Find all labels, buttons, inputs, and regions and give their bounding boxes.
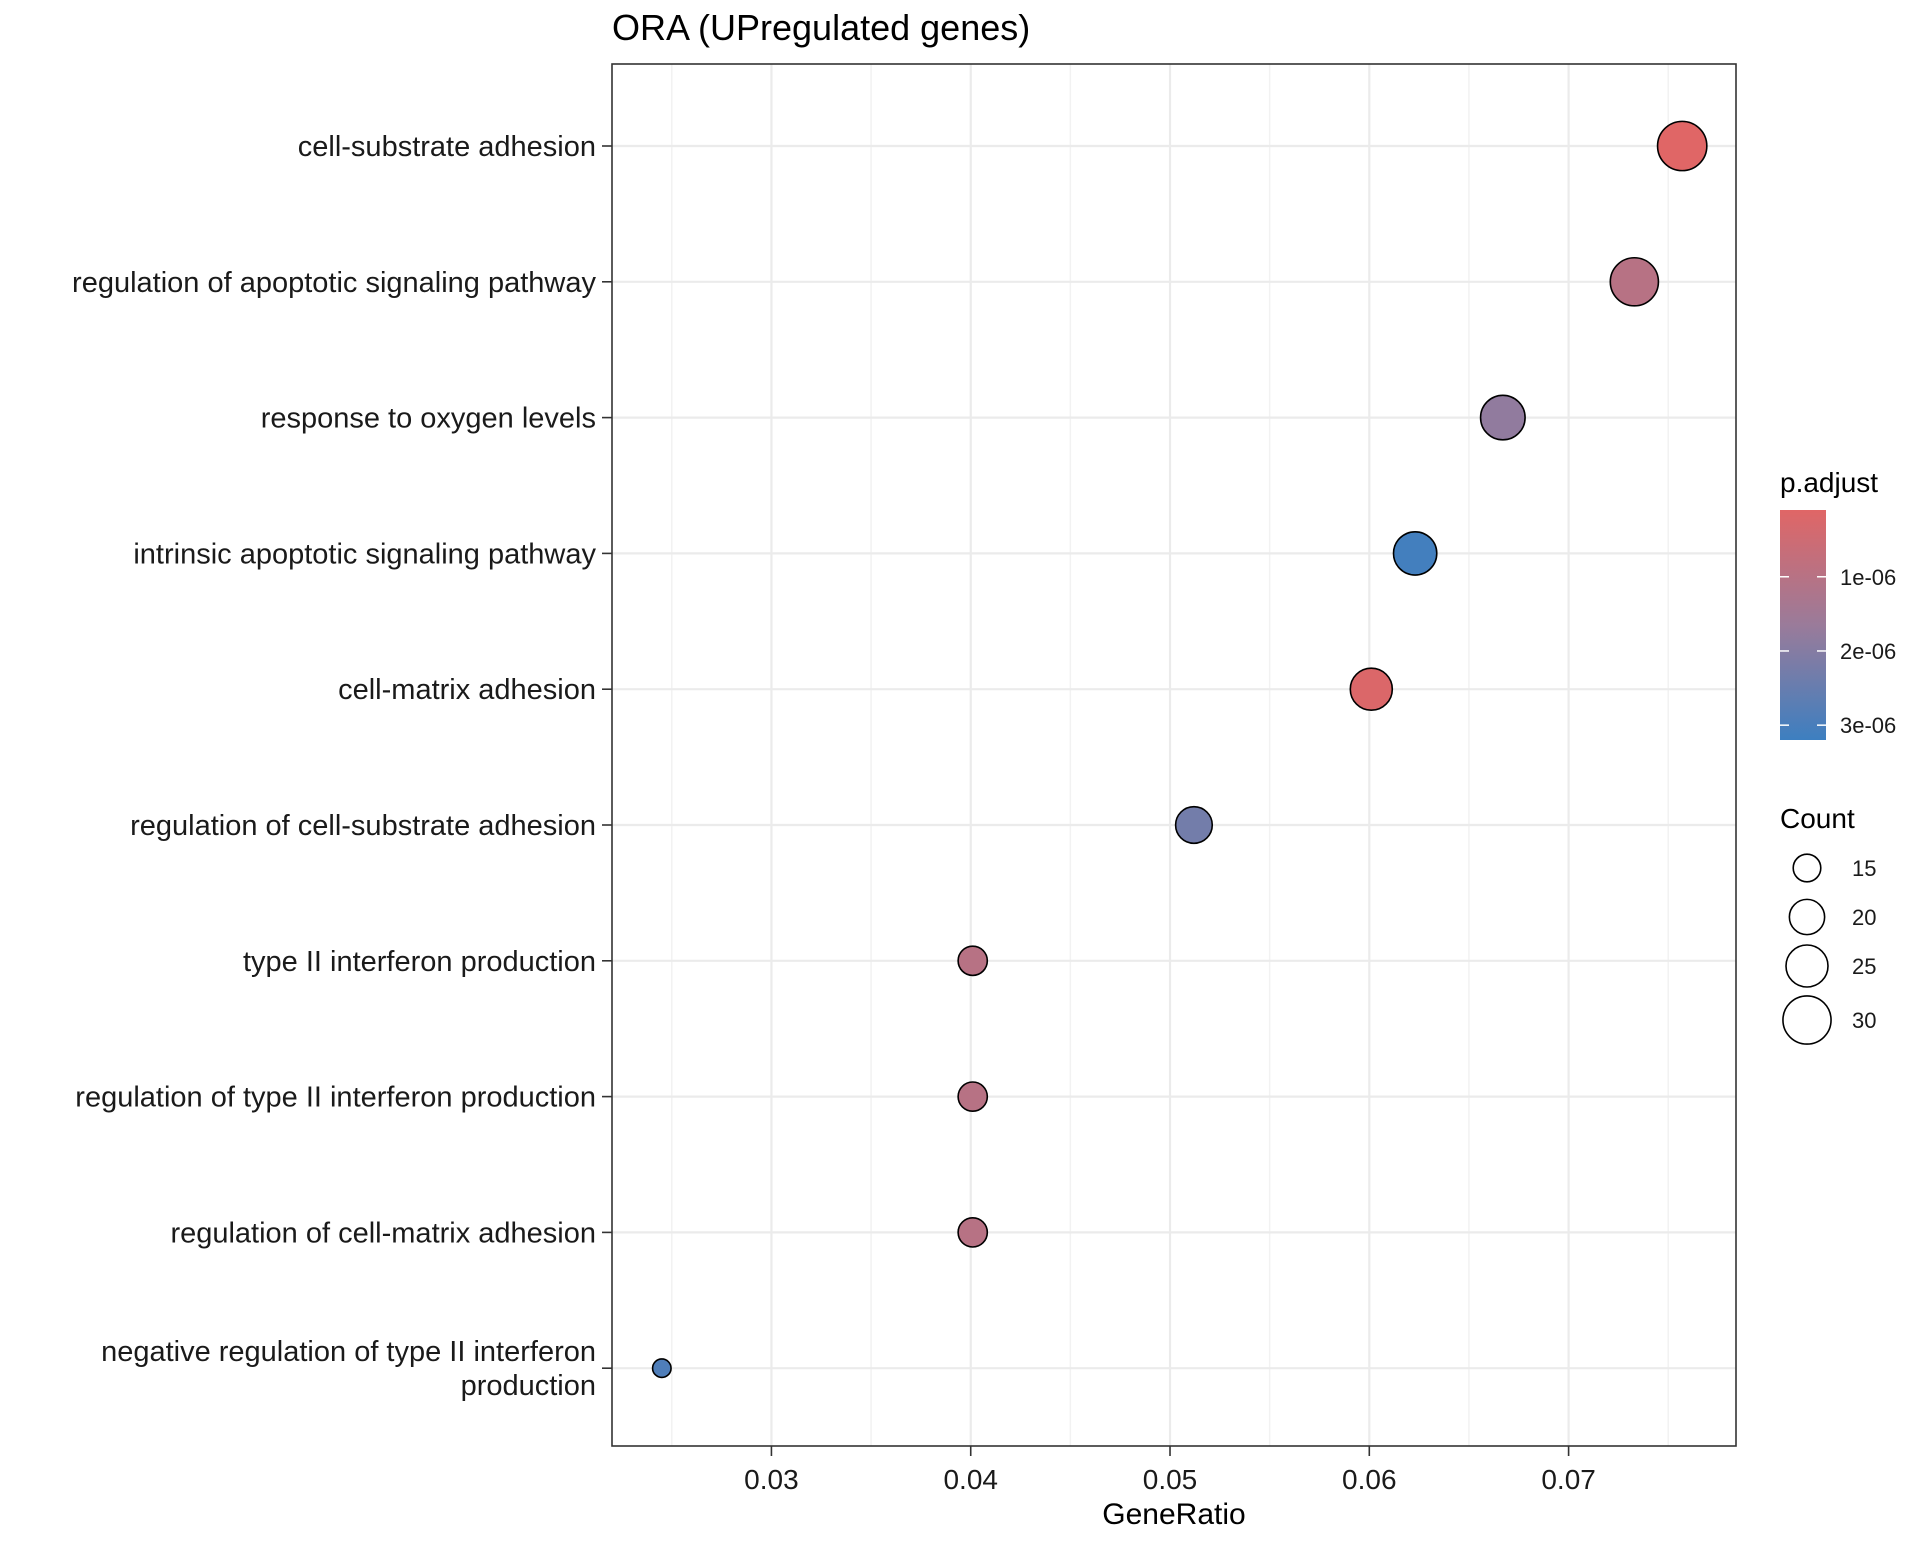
x-tick-label: 0.03: [744, 1464, 799, 1495]
y-tick-label: type II interferon production: [243, 946, 596, 978]
color-legend-title: p.adjust: [1780, 467, 1878, 498]
data-point: [1656, 120, 1708, 172]
size-legend-label: 25: [1852, 954, 1876, 979]
data-point: [1392, 530, 1438, 576]
y-tick-label: response to oxygen levels: [261, 403, 596, 435]
x-tick-label: 0.07: [1541, 1464, 1596, 1495]
x-axis: 0.03 0.04 0.05 0.06 0.07: [744, 1446, 1596, 1495]
y-tick-label: intrinsic apoptotic signaling pathway: [133, 538, 596, 570]
x-axis-title: GeneRatio: [1102, 1498, 1245, 1531]
data-point: [957, 1217, 989, 1248]
size-legend-key: [1782, 995, 1832, 1045]
size-legend-title: Count: [1780, 803, 1855, 834]
data-point: [1349, 667, 1394, 712]
size-legend-key: [1788, 898, 1826, 936]
y-axis: cell-substrate adhesion regulation of apo…: [72, 131, 612, 1402]
y-tick-label: regulation of cell-matrix adhesion: [170, 1217, 596, 1249]
y-tick-label: regulation of type II interferon product…: [75, 1082, 596, 1114]
legend: p.adjust 1e-06 2e-06 3e-06 Count 15 20 25 30: [1780, 467, 1896, 1045]
panel-border: [611, 63, 1737, 1447]
y-tick-label: regulation of apoptotic signaling pathwa…: [72, 267, 596, 299]
y-tick-label: cell-substrate adhesion: [298, 131, 596, 163]
points-layer: [651, 120, 1708, 1379]
color-legend-bar: [1780, 510, 1826, 740]
data-point: [651, 1358, 672, 1379]
x-tick-label: 0.06: [1342, 1464, 1397, 1495]
size-legend-label: 30: [1852, 1008, 1876, 1033]
x-tick-label: 0.05: [1143, 1464, 1198, 1495]
data-point: [1609, 256, 1660, 307]
data-point: [1174, 805, 1214, 845]
data-point: [1479, 394, 1526, 441]
color-legend-label: 3e-06: [1840, 713, 1896, 738]
y-tick-label: regulation of cell-substrate adhesion: [130, 810, 596, 842]
size-legend-key: [1785, 944, 1829, 988]
size-legend-label: 20: [1852, 905, 1876, 930]
y-tick-label: cell-matrix adhesion: [338, 674, 596, 706]
color-legend-label: 1e-06: [1840, 565, 1896, 590]
data-point: [957, 945, 989, 977]
data-point: [957, 1081, 989, 1113]
color-legend-label: 2e-06: [1840, 639, 1896, 664]
size-legend-label: 15: [1852, 856, 1876, 881]
chart-title: ORA (UPregulated genes): [612, 7, 1030, 48]
x-tick-label: 0.04: [943, 1464, 998, 1495]
grid-layer: [612, 64, 1736, 1446]
y-tick-label: negative regulation of type II interfero…: [101, 1336, 596, 1402]
size-legend-key: [1792, 853, 1822, 883]
